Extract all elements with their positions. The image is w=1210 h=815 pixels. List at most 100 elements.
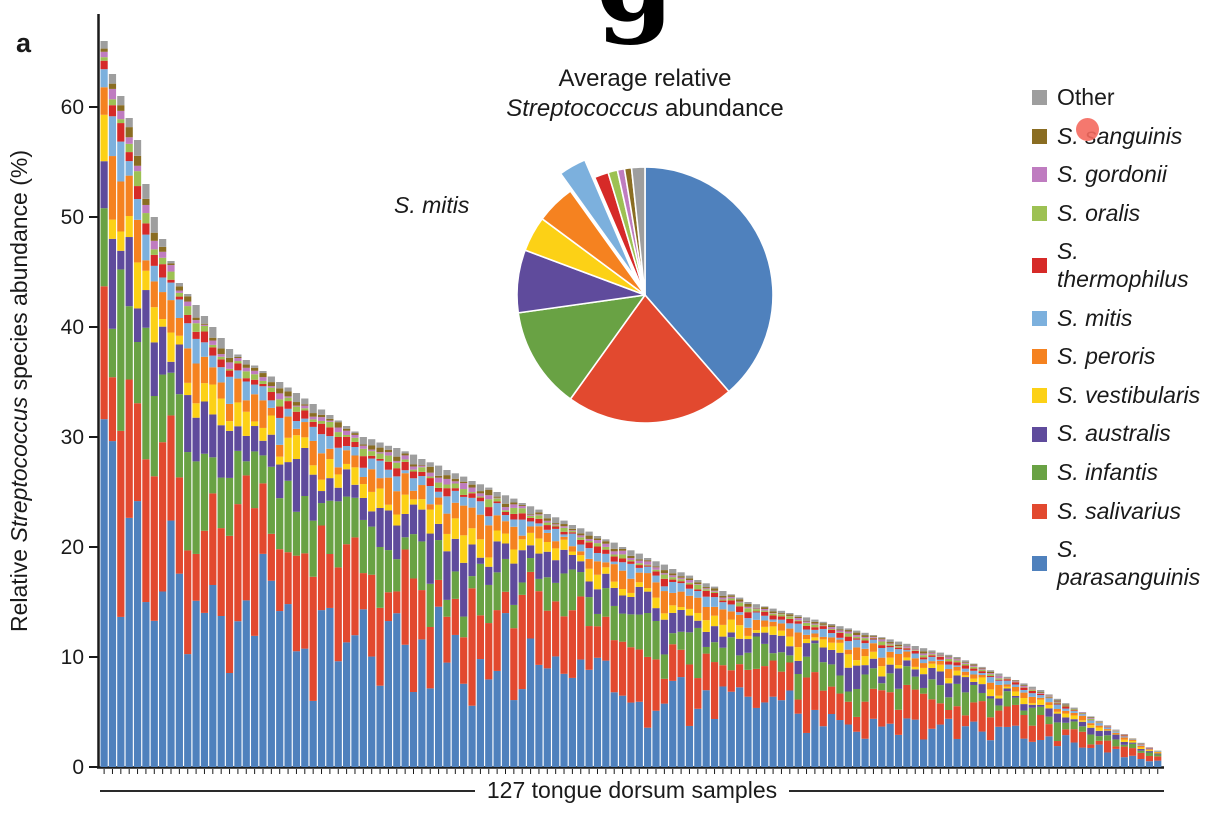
- bar-segment: [1045, 695, 1053, 697]
- bar-segment: [928, 667, 936, 680]
- bar-segment: [468, 588, 476, 706]
- bar-segment: [936, 659, 944, 661]
- bar-segment: [1053, 708, 1061, 712]
- bar-segment: [978, 677, 986, 685]
- bar-segment: [669, 577, 677, 580]
- bar-segment: [945, 669, 953, 679]
- bar-segment: [301, 408, 309, 411]
- bar-segment: [1129, 748, 1137, 756]
- bar-segment: [351, 497, 359, 538]
- bar-segment: [1095, 730, 1103, 737]
- bar-segment: [903, 718, 911, 767]
- bar-segment: [359, 519, 367, 574]
- bar-segment: [334, 432, 342, 437]
- bar-segment: [301, 404, 309, 406]
- legend-item: S. oralis: [1032, 200, 1210, 228]
- bar-segment: [1053, 698, 1061, 701]
- y-tick-label: 10: [61, 646, 84, 669]
- bar-segment: [376, 685, 384, 767]
- bar-segment: [602, 616, 610, 661]
- bar-segment: [209, 327, 217, 338]
- bar-segment: [610, 561, 618, 565]
- bar-segment: [593, 626, 602, 658]
- bar-segment: [543, 551, 551, 578]
- bar-segment: [209, 584, 217, 767]
- bar-segment: [443, 662, 451, 767]
- bar-segment: [309, 404, 317, 414]
- bar-segment: [752, 632, 760, 637]
- bar-segment: [184, 395, 192, 453]
- bar-segment: [133, 501, 142, 767]
- bar-segment: [744, 669, 752, 697]
- bar-segment: [652, 710, 660, 767]
- bar-segment: [309, 576, 317, 701]
- bar-segment: [702, 620, 710, 632]
- bar-segment: [1028, 696, 1036, 704]
- bar-segment: [401, 451, 409, 454]
- bar-segment: [209, 344, 217, 348]
- bar-segment: [652, 567, 660, 570]
- bar-segment: [1003, 688, 1011, 692]
- bar-segment: [276, 382, 284, 389]
- bar: [552, 517, 560, 767]
- bar-segment: [1037, 715, 1045, 740]
- bar-segment: [1037, 692, 1045, 694]
- bar-segment: [552, 541, 560, 549]
- bar-segment: [635, 553, 643, 560]
- bar-segment: [292, 511, 301, 556]
- bar-segment: [836, 629, 844, 631]
- bar-segment: [652, 569, 660, 572]
- bar-segment: [602, 573, 610, 589]
- bar-segment: [786, 614, 794, 616]
- bar-segment: [1053, 711, 1061, 714]
- bar-segment: [953, 665, 961, 667]
- bar-segment: [334, 474, 342, 488]
- bar-segment: [978, 673, 986, 675]
- bar-segment: [443, 484, 451, 489]
- bar-segment: [593, 574, 602, 590]
- bar-segment: [669, 575, 677, 578]
- bar-segment: [1112, 730, 1120, 732]
- bar-segment: [811, 672, 819, 710]
- bar: [560, 520, 568, 767]
- bar-segment: [1037, 704, 1045, 707]
- bar-segment: [819, 621, 827, 624]
- bar-segment: [744, 606, 752, 609]
- bar-segment: [660, 578, 668, 587]
- bar-segment: [292, 459, 301, 512]
- bar: [334, 420, 342, 767]
- bar-segment: [861, 738, 869, 767]
- bar-segment: [1028, 686, 1036, 689]
- bar-segment: [736, 597, 744, 600]
- bar-segment: [995, 676, 1003, 679]
- bar-segment: [1037, 695, 1045, 698]
- bar-segment: [1120, 739, 1128, 742]
- bar-segment: [1137, 759, 1145, 767]
- bar-segment: [493, 501, 501, 504]
- bar-segment: [401, 537, 409, 550]
- bar: [761, 606, 769, 767]
- bar-segment: [802, 622, 811, 626]
- bar-segment: [242, 371, 250, 379]
- bar-segment: [610, 548, 618, 552]
- bar-segment: [752, 609, 760, 612]
- bar-segment: [108, 74, 117, 84]
- bar-segment: [409, 534, 418, 579]
- bar-segment: [501, 510, 510, 512]
- bar-segment: [769, 608, 777, 612]
- bar-segment: [485, 487, 493, 490]
- bar-segment: [928, 656, 936, 662]
- bar-segment: [752, 619, 760, 631]
- bar-segment: [652, 582, 660, 598]
- bar-segment: [593, 546, 602, 553]
- bar-segment: [702, 583, 710, 588]
- bar-segment: [150, 396, 158, 477]
- bar-segment: [1053, 702, 1061, 704]
- bar-segment: [1070, 729, 1078, 743]
- bar-segment: [861, 638, 869, 641]
- bar-segment: [343, 544, 351, 643]
- legend-swatch: [1032, 128, 1047, 144]
- bar: [1053, 698, 1061, 767]
- bar-segment: [794, 713, 802, 767]
- bar-segment: [769, 660, 777, 697]
